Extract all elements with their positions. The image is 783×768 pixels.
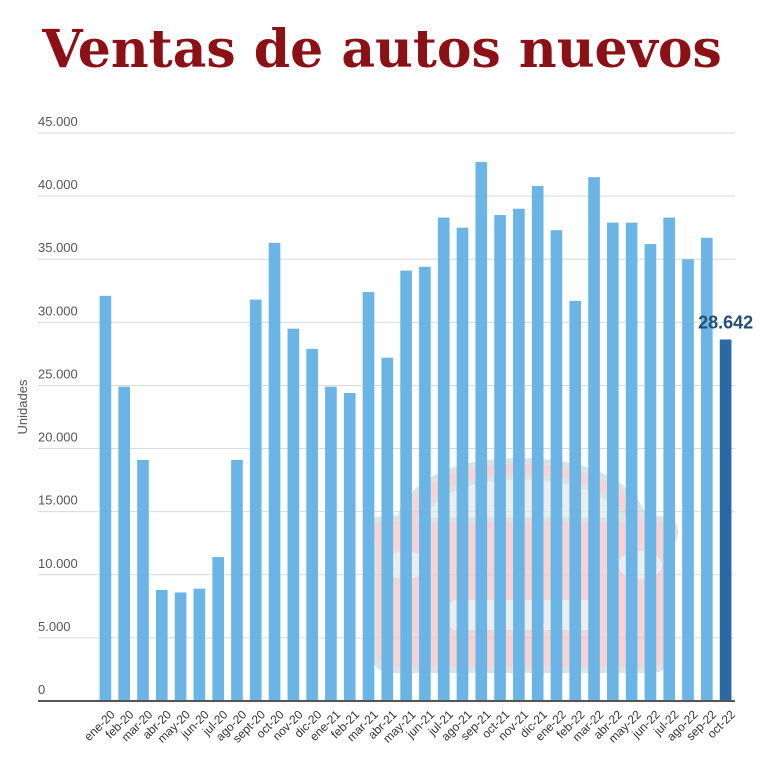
bar-jul-20 — [212, 557, 224, 701]
bar-jul-22 — [663, 217, 676, 701]
y-tick-label: 15.000 — [38, 493, 78, 508]
bar-mar-22 — [588, 177, 600, 701]
y-tick-label: 5.000 — [38, 619, 71, 634]
bar-nov-20 — [287, 328, 300, 701]
bar-sep-22 — [700, 237, 713, 701]
bar-feb-22 — [569, 300, 582, 701]
bar-feb-20 — [118, 386, 131, 701]
bar-nov-21 — [513, 208, 525, 701]
bar-mar-20 — [137, 459, 149, 701]
bar-ene-20 — [99, 295, 112, 701]
bar-jun-22 — [644, 244, 657, 701]
bar-feb-21 — [343, 393, 356, 701]
bar-abr-20 — [155, 589, 168, 701]
bar-jun-20 — [193, 588, 206, 701]
bar-oct-22 — [719, 339, 732, 701]
y-tick-label: 35.000 — [38, 240, 78, 255]
y-tick-label: 40.000 — [38, 177, 78, 192]
bar-jun-21 — [419, 266, 431, 701]
bar-sept-20 — [249, 299, 262, 701]
bar-mar-21 — [362, 292, 375, 701]
bar-oct-20 — [268, 242, 281, 701]
x-axis-ticks: ene-20feb-20mar-20abr-20may-20jun-20jul-… — [81, 707, 738, 745]
bar-ago-21 — [456, 227, 469, 701]
bar-may-21 — [400, 270, 412, 701]
y-tick-label: 10.000 — [38, 556, 78, 571]
bar-oct-21 — [494, 215, 506, 702]
y-tick-label: 0 — [38, 682, 45, 697]
y-axis-label: Unidades — [15, 379, 30, 434]
y-tick-label: 30.000 — [38, 303, 78, 318]
bar-ago-20 — [231, 459, 243, 701]
y-tick-label: 20.000 — [38, 430, 78, 445]
bar-jul-21 — [437, 217, 450, 701]
bar-dic-20 — [306, 348, 318, 701]
bar-ene-21 — [325, 386, 337, 701]
bar-may-20 — [174, 592, 187, 701]
bar-ene-22 — [550, 230, 563, 702]
bar-abr-22 — [607, 222, 619, 701]
y-tick-label: 45.000 — [38, 114, 78, 129]
data-label-oct-22: 28.642 — [698, 312, 753, 332]
bar-ago-22 — [682, 259, 694, 701]
bar-may-22 — [625, 222, 638, 701]
bars — [99, 162, 732, 702]
chart-title: Ventas de autos nuevos — [41, 19, 722, 80]
y-tick-label: 25.000 — [38, 366, 78, 381]
bar-dic-21 — [531, 186, 544, 702]
bar-sep-21 — [475, 162, 488, 701]
y-axis-ticks: 0 5.000 10.000 15.000 20.000 25.000 30.000 35.0… — [38, 114, 78, 697]
bar-abr-21 — [381, 357, 394, 701]
